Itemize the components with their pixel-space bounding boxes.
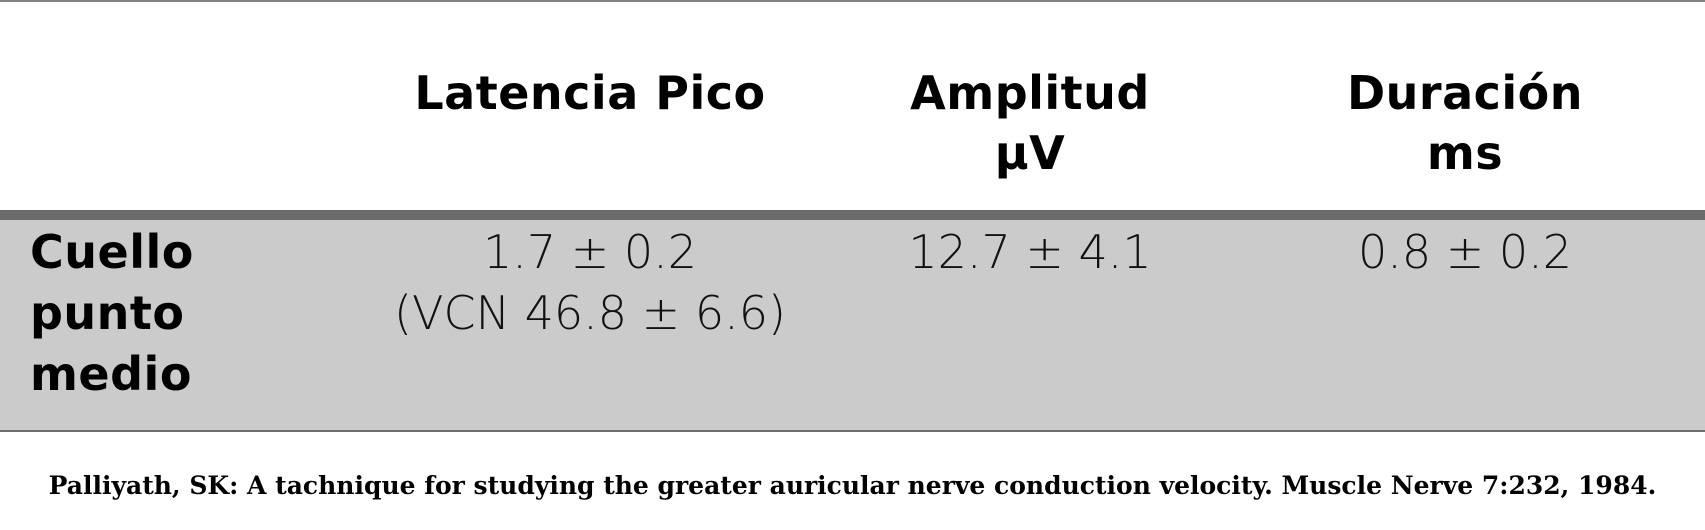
column-header-amplitud: Amplitud µV (830, 63, 1230, 183)
row-header-cuello-punto-medio: Cuello punto medio (30, 222, 194, 405)
cell-value: 0.8 ± 0.2 (1357, 225, 1573, 279)
top-divider (0, 0, 1705, 2)
column-header-latencia-pico: Latencia Pico (380, 63, 800, 123)
column-header-text: Latencia Pico (414, 66, 766, 120)
column-header-unit: µV (994, 126, 1066, 180)
table-cell-latencia: 1.7 ± 0.2 (VCN 46.8 ± 6.6) (380, 222, 800, 344)
table-row (0, 210, 1705, 430)
header-body-divider (0, 210, 1705, 220)
table-cell-amplitud: 12.7 ± 4.1 (830, 222, 1230, 283)
column-header-unit: ms (1426, 126, 1504, 180)
row-header-line: punto (30, 286, 185, 340)
table-bottom-divider (0, 430, 1705, 432)
row-header-line: medio (30, 347, 192, 401)
row-header-line: Cuello (30, 225, 194, 279)
cell-note: (VCN 46.8 ± 6.6) (394, 286, 786, 340)
column-header-text: Amplitud (910, 66, 1150, 120)
column-header-duracion: Duración ms (1265, 63, 1665, 183)
column-header-text: Duración (1346, 66, 1584, 120)
cell-value: 1.7 ± 0.2 (482, 225, 698, 279)
source-citation: Palliyath, SK: A tachnique for studying … (48, 471, 1657, 500)
cell-value: 12.7 ± 4.1 (908, 225, 1152, 279)
table-cell-duracion: 0.8 ± 0.2 (1265, 222, 1665, 283)
